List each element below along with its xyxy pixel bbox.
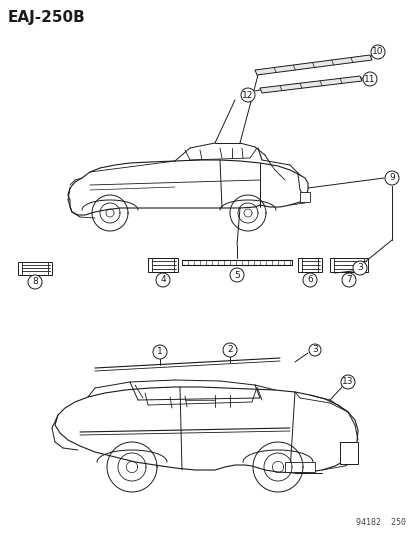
Text: 12: 12 [242,91,253,100]
Polygon shape [254,55,371,75]
FancyBboxPatch shape [339,442,357,464]
Polygon shape [18,262,52,275]
Circle shape [341,273,355,287]
Text: 1: 1 [157,348,162,357]
Circle shape [384,171,398,185]
Text: 13: 13 [342,377,353,386]
Text: 6: 6 [306,276,312,285]
Polygon shape [147,258,178,272]
Polygon shape [68,160,307,215]
Circle shape [362,72,376,86]
Circle shape [153,345,166,359]
Circle shape [28,275,42,289]
Text: 7: 7 [345,276,351,285]
Circle shape [302,273,316,287]
Text: 3: 3 [356,263,362,272]
Text: 11: 11 [363,75,375,84]
FancyBboxPatch shape [284,462,314,472]
Circle shape [230,268,243,282]
Polygon shape [55,387,357,473]
Text: 4: 4 [160,276,166,285]
Polygon shape [297,258,321,272]
Text: 2: 2 [227,345,232,354]
Polygon shape [329,258,367,272]
Circle shape [223,343,236,357]
Text: 8: 8 [32,278,38,287]
Circle shape [340,375,354,389]
Circle shape [352,261,366,275]
Text: 3: 3 [311,345,317,354]
Circle shape [308,344,320,356]
Circle shape [370,45,384,59]
Text: 10: 10 [371,47,383,56]
Polygon shape [259,76,361,93]
Text: 9: 9 [388,174,394,182]
Circle shape [240,88,254,102]
Text: EAJ-250B: EAJ-250B [8,10,85,25]
Circle shape [156,273,170,287]
Text: 5: 5 [234,271,239,279]
Text: 94182  250: 94182 250 [355,518,405,527]
FancyBboxPatch shape [299,192,309,202]
